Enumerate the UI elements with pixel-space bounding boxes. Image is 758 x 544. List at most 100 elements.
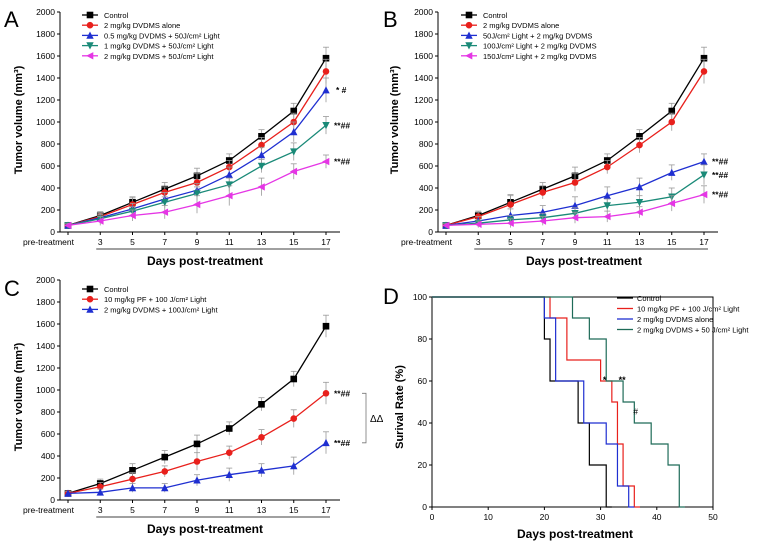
x-tick-label: 30 xyxy=(596,512,606,522)
data-point xyxy=(225,449,233,457)
legend-label: 10 mg/kg PF + 100 J/cm² Light xyxy=(104,295,207,304)
data-point xyxy=(225,181,233,189)
data-point xyxy=(193,476,201,484)
y-tick-label: 1400 xyxy=(36,341,55,351)
data-point xyxy=(96,488,104,496)
data-point xyxy=(258,401,265,408)
legend-marker xyxy=(86,305,94,313)
legend-marker xyxy=(86,11,94,19)
legend-label: Control xyxy=(637,294,662,303)
data-point xyxy=(257,183,265,191)
legend-label: 0.5 mg/kg DVDMS + 50J/cm² Light xyxy=(104,31,221,40)
data-point xyxy=(129,467,136,474)
legend-label: 50J/cm² Light + 2 mg/kg DVDMS xyxy=(483,31,592,40)
y-tick-label: 400 xyxy=(41,183,55,193)
legend-label: Control xyxy=(104,285,129,294)
panel-c-ylabel: Tumor volume (mm³) xyxy=(13,342,25,451)
significance-label: **## xyxy=(334,120,350,130)
y-tick-label: 800 xyxy=(419,139,433,149)
data-point xyxy=(700,157,708,165)
data-point xyxy=(225,470,233,478)
panel-b-label: B xyxy=(383,7,398,32)
panel-d-xlabel: Days post-treatment xyxy=(517,527,633,541)
data-point xyxy=(322,322,330,330)
y-tick-label: 1600 xyxy=(36,51,55,61)
y-tick-label: 40 xyxy=(418,418,428,428)
data-point xyxy=(258,133,265,140)
y-tick-label: 600 xyxy=(41,161,55,171)
data-point xyxy=(667,199,676,208)
y-tick-label: 0 xyxy=(50,227,55,237)
legend-label: 2 mg/kg DVDMS + 50J/cm² Light xyxy=(104,52,214,61)
data-point xyxy=(257,466,266,474)
x-tick-label: 17 xyxy=(321,237,331,247)
data-point xyxy=(538,217,547,225)
y-tick-label: 2000 xyxy=(36,7,55,17)
y-tick-label: 1000 xyxy=(36,117,55,127)
x-tick-label: 5 xyxy=(130,237,135,247)
y-tick-label: 600 xyxy=(41,429,55,439)
legend-marker xyxy=(86,42,94,50)
data-point xyxy=(603,191,611,199)
y-tick-label: 1200 xyxy=(36,95,55,105)
annotations: * **# xyxy=(603,375,638,417)
legend-label: 2 mg/kg DVDMS + 100J/cm² Light xyxy=(104,305,219,314)
data-point xyxy=(225,425,233,432)
x-tick-label: 13 xyxy=(257,505,267,515)
data-point xyxy=(290,375,298,383)
data-point xyxy=(96,483,104,491)
y-tick-label: 2000 xyxy=(36,275,55,285)
legend-marker xyxy=(465,11,473,19)
legend-label: Control xyxy=(104,11,129,20)
series-5 xyxy=(64,154,330,230)
data-point xyxy=(193,190,201,198)
y-tick-label: 0 xyxy=(422,502,427,512)
data-point xyxy=(290,128,298,136)
data-point xyxy=(161,199,169,207)
data-point xyxy=(161,453,169,461)
significance-label: # xyxy=(633,407,638,417)
x-tick-label: 7 xyxy=(162,237,167,247)
data-point xyxy=(668,118,676,126)
y-tick-label: 1800 xyxy=(414,29,433,39)
data-point xyxy=(571,179,579,186)
data-point xyxy=(96,217,104,225)
significance-label: ** xyxy=(619,375,627,385)
legend-label: 1 mg/kg DVDMS + 50J/cm² Light xyxy=(104,42,214,51)
data-point xyxy=(636,133,643,140)
annotations: **## **## ΔΔ xyxy=(334,388,384,448)
significance-label: **## xyxy=(712,157,728,167)
x-tick-label: 11 xyxy=(225,505,234,515)
data-point xyxy=(258,434,265,441)
panel-c-plot: 0 200 400 600 800 1000 1200 1400 1600 1800 2000 pre… xyxy=(23,275,384,518)
panel-c-label: C xyxy=(4,276,20,301)
legend-marker xyxy=(86,295,94,303)
y-tick-label: 0 xyxy=(50,495,55,505)
legend-label: 100J/cm² Light + 2 mg/kg DVDMS xyxy=(483,42,597,51)
x-tick-label: 15 xyxy=(667,237,677,247)
y-tick-label: 1400 xyxy=(414,73,433,83)
y-tick-label: 100 xyxy=(413,292,427,302)
data-point xyxy=(193,458,201,465)
panel-d-label: D xyxy=(383,284,399,309)
data-point xyxy=(290,107,298,115)
data-point xyxy=(474,220,482,228)
data-point xyxy=(64,221,72,230)
delta-bracket xyxy=(362,392,367,444)
data-point xyxy=(129,475,136,483)
panel-d: D Surival Rate (%) Days post-treatment 0… xyxy=(383,284,749,541)
y-tick-label: 200 xyxy=(41,205,55,215)
data-point xyxy=(225,170,233,179)
panel-d-ylabel: Surival Rate (%) xyxy=(394,365,406,449)
y-tick-label: 2000 xyxy=(414,7,433,17)
x-tick-label: 3 xyxy=(98,505,103,515)
survival-curve-3 xyxy=(432,296,635,508)
legend-label: 2 mg/kg DVDMS alone xyxy=(637,315,713,324)
data-point xyxy=(322,122,330,130)
panel-b-plot: 0 200 400 600 800 1000 1200 1400 1600 1800 2000 pre… xyxy=(401,7,728,250)
data-point xyxy=(603,163,611,171)
survival-curve-2 xyxy=(432,296,640,508)
